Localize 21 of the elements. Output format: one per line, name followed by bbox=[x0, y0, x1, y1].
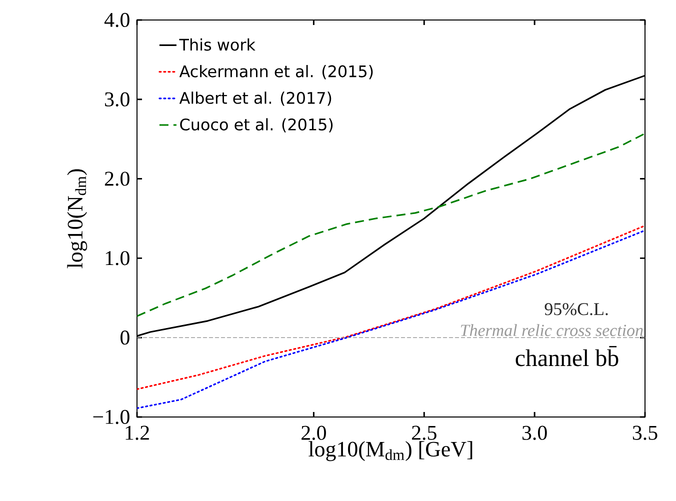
legend-label: Albert et al. (2017) bbox=[179, 92, 332, 106]
x-tick-label: 2.5 bbox=[412, 426, 436, 440]
x-tick-label: 3.0 bbox=[522, 426, 547, 440]
y-tick-label: 0 bbox=[120, 330, 130, 345]
legend-label: Cuoco et al. (2015) bbox=[180, 118, 333, 132]
x-tick-label: 2.0 bbox=[302, 426, 326, 440]
y-tick-label: 3.0 bbox=[105, 92, 130, 106]
x-tick-label: 1.2 bbox=[126, 426, 149, 440]
line-series bbox=[137, 132, 646, 317]
legend-label: This work bbox=[179, 38, 256, 51]
ref-line-label: Thermal relic cross section bbox=[461, 324, 643, 336]
annotation: 95%C.L. bbox=[544, 303, 608, 316]
legend-label: Ackermann et al. (2015) bbox=[179, 65, 373, 80]
y-tick-label: −1.0 bbox=[93, 410, 130, 424]
y-tick-label: 1.0 bbox=[106, 251, 130, 266]
x-axis-title: log10(M$_{dm}$) [GeV] bbox=[308, 441, 472, 462]
y-tick-label: 4.0 bbox=[104, 12, 130, 28]
annotation: channel bb̄ bbox=[516, 346, 618, 366]
y-tick-label: 2.0 bbox=[104, 172, 130, 186]
y-axis-title: log10(N$_{dm}$) bbox=[67, 169, 88, 268]
x-tick-label: 3.5 bbox=[632, 426, 658, 440]
